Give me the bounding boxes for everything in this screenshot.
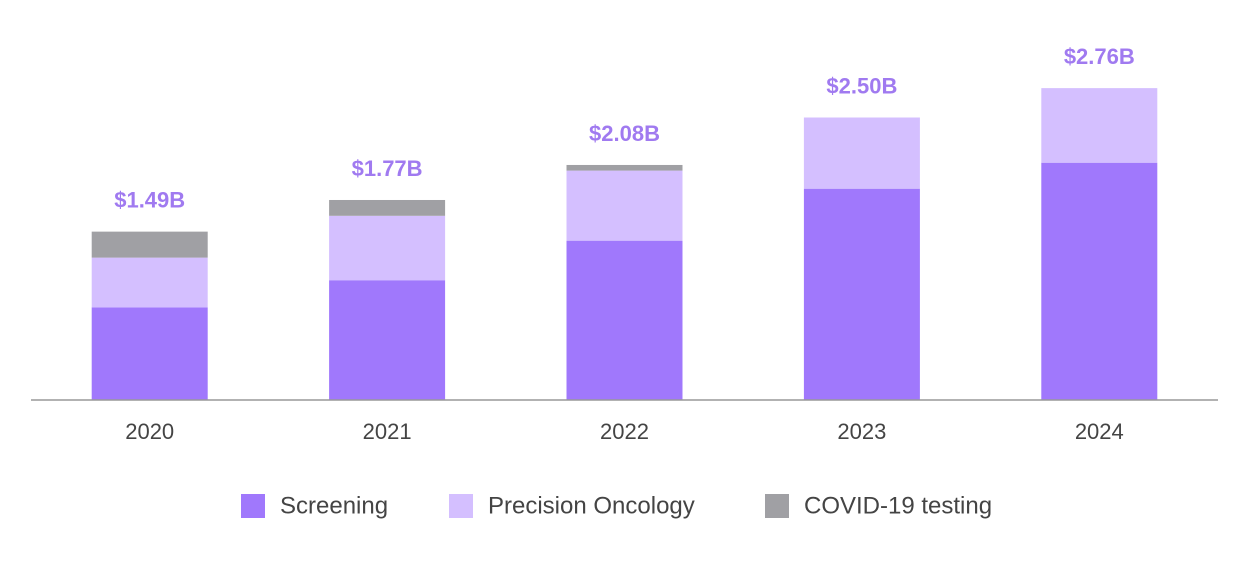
total-label: $2.50B (826, 73, 897, 98)
x-tick-label: 2021 (363, 419, 412, 444)
bar-segment (329, 280, 446, 400)
total-label: $2.76B (1064, 44, 1135, 69)
x-tick-label: 2023 (837, 419, 886, 444)
bar-segment (566, 164, 683, 171)
legend-label: Precision Oncology (488, 492, 695, 519)
x-tick-label: 2024 (1075, 419, 1124, 444)
total-label: $1.77B (352, 156, 423, 181)
bar-segment (91, 257, 208, 308)
total-label: $2.08B (589, 121, 660, 146)
x-tick-label: 2020 (125, 419, 174, 444)
x-tick-label: 2022 (600, 419, 649, 444)
bar-segment (1041, 88, 1158, 163)
legend-label: Screening (280, 492, 388, 519)
bar-segment (803, 188, 920, 400)
legend-swatch (241, 494, 265, 518)
bar-segment (91, 307, 208, 400)
bar-segment (329, 199, 446, 216)
bar-segment (1041, 162, 1158, 400)
bar-segment (329, 215, 446, 281)
bar-segment (803, 117, 920, 189)
total-label: $1.49B (114, 187, 185, 212)
legend-swatch (765, 494, 789, 518)
bar-segment (91, 231, 208, 258)
bar-segment (566, 240, 683, 400)
bar-segment (566, 170, 683, 241)
legend-swatch (449, 494, 473, 518)
legend-label: COVID-19 testing (804, 492, 992, 519)
